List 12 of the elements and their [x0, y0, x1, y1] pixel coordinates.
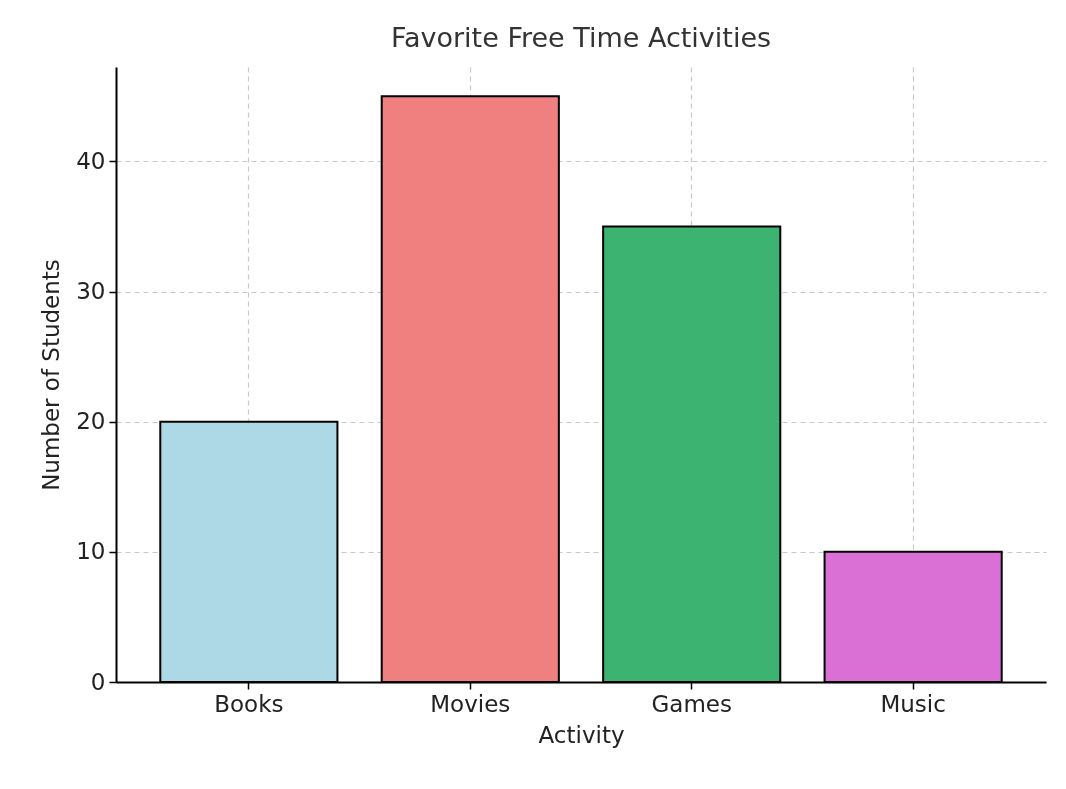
y-tick-label: 40 [76, 147, 106, 174]
y-tick-label: 0 [90, 668, 106, 695]
x-tick-label: Books [214, 690, 284, 717]
chart-title: Favorite Free Time Activities [390, 22, 772, 53]
x-tick-label: Games [651, 690, 732, 717]
y-tick-label: 30 [76, 278, 106, 305]
y-axis-title: Number of Students [38, 259, 65, 491]
x-axis-title: Activity [538, 721, 625, 748]
x-tick-label: Music [880, 690, 946, 717]
x-tick-label: Movies [430, 690, 511, 717]
y-tick-label: 20 [76, 408, 106, 435]
y-tick-label: 10 [76, 538, 106, 565]
